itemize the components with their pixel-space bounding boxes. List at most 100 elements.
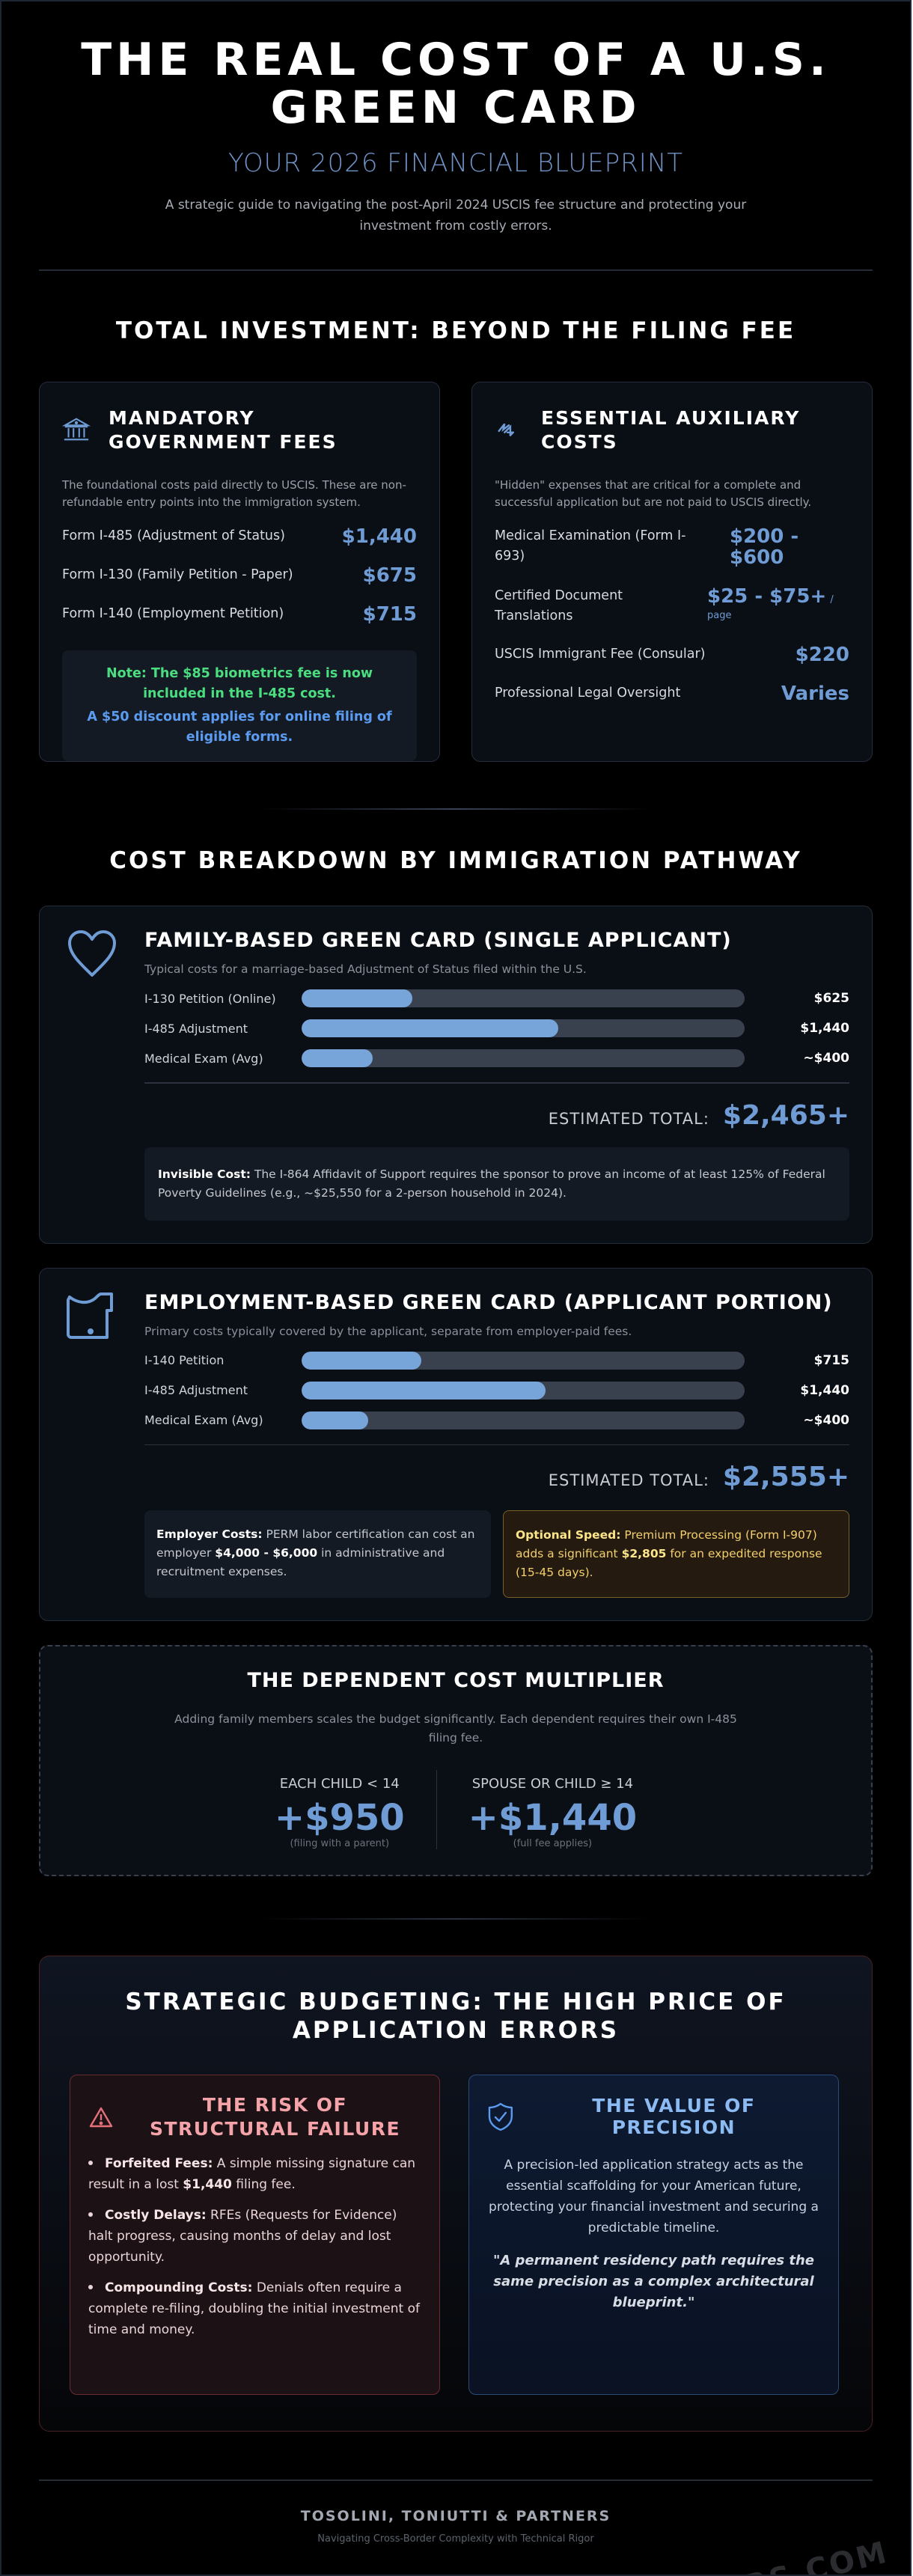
total-label: ESTIMATED TOTAL: xyxy=(548,1109,709,1128)
pathway-title: EMPLOYMENT-BASED GREEN CARD (APPLICANT P… xyxy=(144,1290,833,1314)
risk-item-amount: $1,440 xyxy=(183,2177,232,2192)
page-subtitle: YOUR 2026 FINANCIAL BLUEPRINT xyxy=(228,148,684,178)
briefcase-icon xyxy=(67,1292,113,1339)
cost-bar-row: I-130 Petition (Online) $625 xyxy=(144,989,849,1007)
employer-text: PERM labor certification can cost an emp… xyxy=(156,1527,475,1560)
fee-label: Form I-130 (Family Petition - Paper) xyxy=(62,567,293,582)
fee-row: Professional Legal Oversight Varies xyxy=(495,683,849,704)
risk-title: THE RISK OF STRUCTURAL FAILURE xyxy=(149,2094,401,2140)
bar-label: Medical Exam (Avg) xyxy=(144,1051,263,1066)
invisible-cost-box: Invisible Cost: The I-864 Affidavit of S… xyxy=(144,1147,849,1221)
bar-label: I-140 Petition xyxy=(144,1353,225,1367)
risk-item-title: Costly Delays: xyxy=(105,2208,207,2223)
bar-fill xyxy=(302,1381,546,1400)
risk-item-text: filing fee. xyxy=(231,2177,296,2192)
fee-amount: $675 xyxy=(362,564,417,587)
hero: THE REAL COST OF A U.S. GREEN CARD YOUR … xyxy=(39,1,873,236)
section-title-total-investment: TOTAL INVESTMENT: BEYOND THE FILING FEE xyxy=(115,317,796,344)
page-lead: A strategic guide to navigating the post… xyxy=(165,198,747,234)
cost-bar-row: Medical Exam (Avg) ~$400 xyxy=(144,1411,849,1429)
total-label: ESTIMATED TOTAL: xyxy=(548,1471,709,1489)
card-title: ESSENTIAL AUXILIARY COSTS xyxy=(541,407,801,453)
note-green: Note: The $85 biometrics fee is now incl… xyxy=(106,666,373,701)
speed-text: for an expedited response (15-45 days). xyxy=(516,1547,822,1579)
divider xyxy=(144,1082,849,1084)
bar-track xyxy=(302,1411,745,1429)
employment-notes: Employer Costs: PERM labor certification… xyxy=(144,1510,849,1598)
fee-amount: Varies xyxy=(781,683,849,705)
bar-value: $715 xyxy=(813,1352,849,1368)
risk-card: THE RISK OF STRUCTURAL FAILURE Forfeited… xyxy=(70,2075,440,2395)
divider xyxy=(39,269,873,271)
cost-bar-row: I-485 Adjustment $1,440 xyxy=(144,1019,849,1037)
translate-icon xyxy=(498,423,514,436)
employer-text: in administrative and recruitment expens… xyxy=(156,1546,445,1578)
section-title-pathway: COST BREAKDOWN BY IMMIGRATION PATHWAY xyxy=(109,847,802,874)
bar-value: ~$400 xyxy=(803,1051,849,1066)
bar-track xyxy=(302,989,745,1007)
employer-amount: $4,000 - $6,000 xyxy=(215,1546,318,1560)
multiplier-title: THE DEPENDENT COST MULTIPLIER xyxy=(247,1669,665,1692)
fee-amount: $200 - $600 xyxy=(730,525,799,569)
multiplier-column: EACH CHILD < 14 +$950 (filing with a par… xyxy=(243,1770,437,1849)
bar-label: I-485 Adjustment xyxy=(144,1021,248,1036)
pathway-subtitle: Primary costs typically covered by the a… xyxy=(144,1324,632,1338)
bar-value: $1,440 xyxy=(800,1382,849,1398)
bar-fill xyxy=(302,1411,368,1429)
value-body: A precision-led application strategy act… xyxy=(489,2158,819,2235)
risk-item: Costly Delays: RFEs (Requests for Eviden… xyxy=(88,2205,421,2268)
section-title-strategic: STRATEGIC BUDGETING: THE HIGH PRICE OF A… xyxy=(125,1989,787,2044)
cost-bar-row: I-485 Adjustment $1,440 xyxy=(144,1381,849,1400)
employment-pathway-card: EMPLOYMENT-BASED GREEN CARD (APPLICANT P… xyxy=(39,1267,873,1621)
fee-unit: / page xyxy=(707,594,834,621)
fee-label: Form I-485 (Adjustment of Status) xyxy=(62,528,285,543)
risk-item-text: RFEs (Requests for Evidence) halt progre… xyxy=(88,2208,397,2265)
fee-row: Form I-140 (Employment Petition) $715 xyxy=(62,604,417,625)
bar-track xyxy=(302,1351,745,1370)
fee-label: Professional Legal Oversight xyxy=(495,686,681,701)
bar-value: ~$400 xyxy=(803,1412,849,1428)
risk-item-title: Forfeited Fees: xyxy=(105,2156,213,2171)
fee-label: USCIS Immigrant Fee (Consular) xyxy=(495,647,706,662)
biometrics-note: Note: The $85 biometrics fee is now incl… xyxy=(62,650,417,761)
warning-triangle-icon xyxy=(89,2107,113,2128)
multiplier-column: SPOUSE OR CHILD ≥ 14 +$1,440 (full fee a… xyxy=(437,1770,668,1849)
speed-bold: Optional Speed: xyxy=(516,1528,621,1542)
bank-icon xyxy=(62,418,91,441)
value-title: THE VALUE OF PRECISION xyxy=(592,2095,756,2138)
fee-label: Form I-140 (Employment Petition) xyxy=(62,606,284,621)
note-blue: A $50 discount applies for online filing… xyxy=(87,709,392,745)
fee-amount: $220 xyxy=(795,644,849,666)
fee-amount: $715 xyxy=(362,603,417,626)
employer-costs-box: Employer Costs: PERM labor certification… xyxy=(144,1510,491,1598)
speed-amount: $2,805 xyxy=(621,1547,667,1560)
fee-cards: MANDATORY GOVERNMENT FEES The foundation… xyxy=(39,382,873,762)
multiplier-note: (filing with a parent) xyxy=(290,1838,390,1849)
firm-name: TOSOLINI, TONIUTTI & PARTNERS xyxy=(300,2508,611,2524)
card-description: The foundational costs paid directly to … xyxy=(62,478,406,509)
mandatory-fees-card: MANDATORY GOVERNMENT FEES The foundation… xyxy=(39,382,440,762)
strategic-budgeting-section: STRATEGIC BUDGETING: THE HIGH PRICE OF A… xyxy=(39,1956,873,2432)
risk-item: Forfeited Fees: A simple missing signatu… xyxy=(88,2153,421,2195)
employer-bold: Employer Costs: xyxy=(156,1527,263,1541)
fee-amount: $1,440 xyxy=(341,525,417,548)
bar-label: I-130 Petition (Online) xyxy=(144,991,276,1006)
multiplier-subtitle: Adding family members scales the budget … xyxy=(174,1712,737,1745)
bar-track xyxy=(302,1381,745,1400)
risk-item-text: Denials often require a complete re-fili… xyxy=(88,2280,420,2337)
multiplier-label: SPOUSE OR CHILD ≥ 14 xyxy=(471,1776,634,1792)
risk-item-text: A simple missing signature can result in… xyxy=(88,2156,416,2192)
speed-text: Premium Processing (Form I-907) adds a s… xyxy=(516,1528,817,1560)
fee-label: Certified Document Translations xyxy=(495,588,623,623)
fee-row: Certified Document Translations $25 - $7… xyxy=(495,586,849,626)
divider xyxy=(261,1918,650,1920)
bar-value: $625 xyxy=(813,991,849,1006)
risk-item: Compounding Costs: Denials often require… xyxy=(88,2277,421,2340)
card-title: MANDATORY GOVERNMENT FEES xyxy=(109,407,338,453)
estimated-total: ESTIMATED TOTAL: $2,465+ xyxy=(144,1100,849,1131)
bar-label: Medical Exam (Avg) xyxy=(144,1413,263,1427)
heart-icon xyxy=(68,930,116,977)
dependent-multiplier-card: THE DEPENDENT COST MULTIPLIER Adding fam… xyxy=(39,1645,873,1876)
divider xyxy=(144,1444,849,1445)
